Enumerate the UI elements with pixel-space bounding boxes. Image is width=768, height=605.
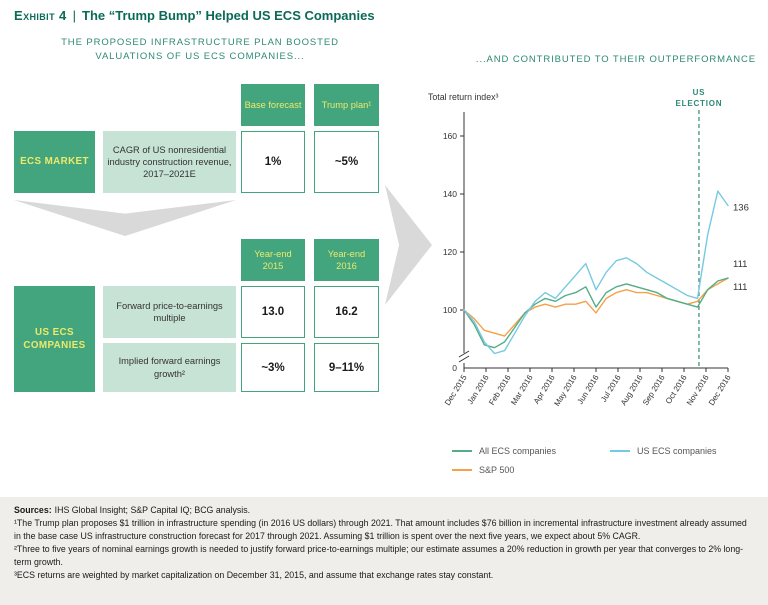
arrow-right-icon: [385, 185, 432, 305]
election-label: ELECTION: [676, 99, 723, 108]
title-text: The “Trump Bump” Helped US ECS Companies: [82, 8, 375, 23]
col-header-yearend-2016: Year-end 2016: [314, 239, 379, 281]
left-subtitle: THE PROPOSED INFRASTRUCTURE PLAN BOOSTED…: [14, 36, 386, 64]
legend-label-us-ecs: US ECS companies: [637, 446, 717, 456]
legend-item-sp500: S&P 500: [452, 465, 604, 475]
axis-break-mark: [458, 355, 470, 363]
election-label: US: [693, 88, 706, 97]
x-tick-label: Dec 2016: [707, 373, 733, 407]
left-subtitle-line1: THE PROPOSED INFRASTRUCTURE PLAN BOOSTED: [61, 37, 339, 48]
footnote: ²Three to five years of nominal earnings…: [14, 544, 744, 567]
value-pe-2016: 16.2: [314, 286, 379, 338]
x-tick-label: Sep 2016: [641, 373, 667, 407]
sources-text: IHS Global Insight; S&P Capital IQ; BCG …: [54, 505, 251, 515]
col-header-yearend-2015: Year-end 2015: [241, 239, 305, 281]
value-growth-2016: 9–11%: [314, 343, 379, 392]
arrow-down-icon: [14, 200, 236, 236]
series-line: [463, 190, 729, 355]
footer: Sources: IHS Global Insight; S&P Capital …: [0, 497, 768, 605]
y-tick-label: 100: [443, 305, 457, 315]
series-line: [463, 277, 729, 349]
chart-legend: All ECS companies US ECS companies S&P 5…: [452, 446, 768, 475]
value-pe-2015: 13.0: [241, 286, 305, 338]
right-subtitle: ...AND CONTRIBUTED TO THEIR OUTPERFORMAN…: [475, 54, 756, 65]
row-label-us-ecs-companies: US ECS COMPANIES: [14, 286, 95, 392]
value-growth-2015: ~3%: [241, 343, 305, 392]
y-tick-label-zero: 0: [452, 363, 457, 373]
x-tick-label: Jun 2016: [576, 373, 601, 406]
x-tick-label: Jul 2016: [599, 373, 623, 404]
x-tick-label: Mar 2016: [509, 373, 535, 407]
y-tick-label: 160: [443, 131, 457, 141]
legend-label-sp500: S&P 500: [479, 465, 515, 475]
col-header-base-forecast: Base forecast: [241, 84, 305, 126]
left-subtitle-line2: VALUATIONS OF US ECS COMPANIES...: [95, 50, 305, 62]
y-tick-label: 120: [443, 247, 457, 257]
sources-label: Sources:: [14, 505, 52, 515]
series-end-label: 111: [733, 259, 747, 270]
row-label-ecs-market: ECS MARKET: [14, 131, 95, 193]
footnotes: ¹The Trump plan proposes $1 trillion in …: [14, 517, 754, 581]
legend-item-all-ecs: All ECS companies: [452, 446, 604, 456]
desc-earnings-growth: Implied forward earnings growth²: [103, 343, 236, 392]
legend-swatch-us-ecs: [610, 450, 630, 452]
legend-label-all-ecs: All ECS companies: [479, 446, 557, 456]
col-header-trump-plan: Trump plan¹: [314, 84, 379, 126]
total-return-chart: Total return index³ US ELECTION 160 140 120 10…: [428, 88, 749, 408]
series-end-label: 136: [733, 203, 749, 214]
exhibit-title: Exhibit 4 | The “Trump Bump” Helped US ECS…: [14, 8, 375, 23]
desc-cagr: CAGR of US nonresidential industry const…: [103, 131, 236, 193]
desc-forward-pe: Forward price-to-earnings multiple: [103, 286, 236, 338]
axis-break-mark: [458, 350, 470, 358]
axis-break-mask: [459, 353, 469, 363]
legend-swatch-sp500: [452, 469, 472, 471]
value-trump-plan: ~5%: [314, 131, 379, 193]
series-end-label: 111: [733, 282, 747, 293]
y-axis-title: Total return index³: [428, 92, 498, 102]
legend-item-us-ecs: US ECS companies: [610, 446, 768, 456]
sources-line: Sources: IHS Global Insight; S&P Capital …: [14, 504, 754, 516]
exhibit-label: Exhibit 4: [14, 8, 67, 23]
title-separator: |: [72, 8, 77, 23]
y-tick-label: 140: [443, 189, 457, 199]
legend-swatch-all-ecs: [452, 450, 472, 452]
value-base-forecast: 1%: [241, 131, 305, 193]
footnote: ¹The Trump plan proposes $1 trillion in …: [14, 518, 747, 541]
footnote: ³ECS returns are weighted by market capi…: [14, 570, 494, 581]
